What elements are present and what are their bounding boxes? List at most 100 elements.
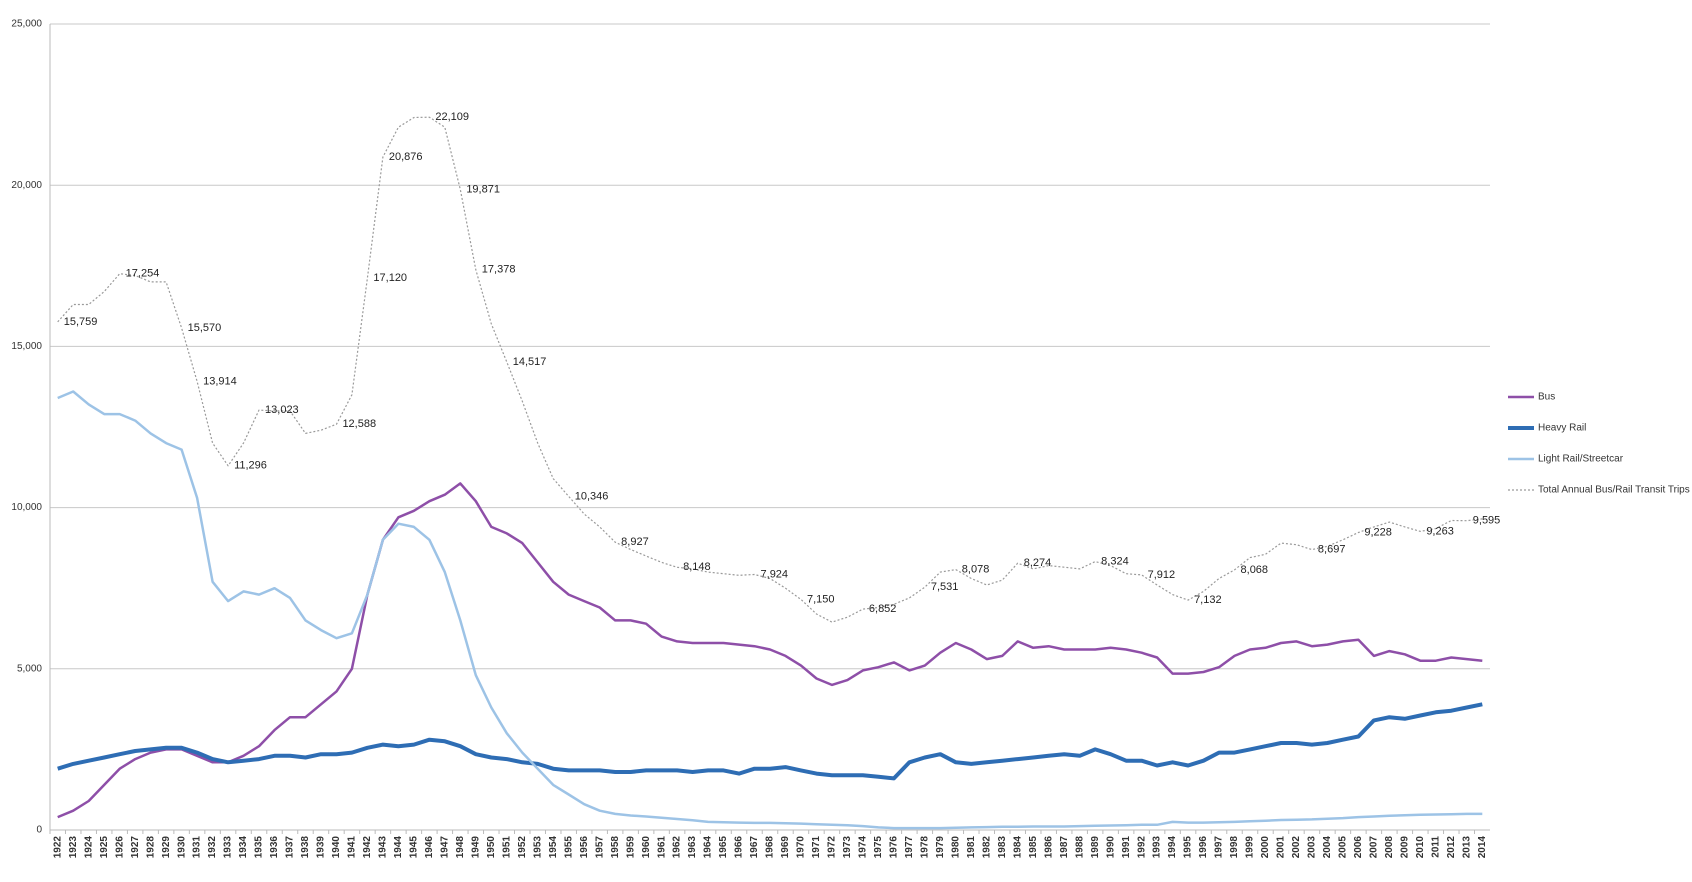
x-tick-label: 1979: [935, 836, 946, 859]
x-tick-label: 1998: [1229, 836, 1240, 859]
data-label: 6,852: [869, 603, 897, 615]
x-tick-label: 1954: [548, 836, 559, 859]
x-tick-label: 1988: [1074, 836, 1085, 859]
y-tick-label: 5,000: [17, 663, 42, 674]
x-tick-label: 2005: [1338, 836, 1349, 859]
data-label: 14,517: [513, 356, 547, 368]
x-tick-label: 1926: [114, 836, 125, 859]
x-tick-label: 2011: [1430, 836, 1441, 858]
x-tick-label: 1922: [52, 836, 63, 859]
x-tick-label: 1929: [161, 836, 172, 859]
x-tick-label: 1966: [734, 836, 745, 859]
data-label: 9,263: [1426, 525, 1454, 537]
x-tick-label: 1925: [99, 836, 110, 859]
x-tick-label: 1970: [796, 836, 807, 859]
series-line: [57, 390, 1483, 830]
x-tick-label: 1985: [1028, 836, 1039, 859]
x-tick-label: 1971: [811, 836, 822, 859]
x-tick-label: 1950: [486, 836, 497, 859]
data-label: 8,274: [1024, 557, 1052, 569]
x-tick-label: 1937: [285, 836, 296, 859]
x-tick-label: 1975: [873, 836, 884, 859]
x-tick-label: 2010: [1415, 836, 1426, 859]
x-tick-label: 1960: [641, 836, 652, 859]
y-tick-label: 0: [36, 825, 42, 836]
x-tick-label: 1984: [1012, 836, 1023, 859]
x-tick-label: 1944: [393, 836, 404, 859]
x-tick-label: 2012: [1446, 836, 1457, 859]
x-tick-label: 1931: [192, 836, 203, 859]
x-tick-label: 1995: [1183, 836, 1194, 859]
x-tick-label: 1968: [765, 836, 776, 859]
legend-label: Heavy Rail: [1538, 423, 1586, 434]
x-tick-label: 1999: [1245, 836, 1256, 859]
x-tick-label: 1958: [610, 836, 621, 859]
x-tick-label: 1942: [362, 836, 373, 859]
x-tick-label: 2002: [1291, 836, 1302, 859]
data-label: 12,588: [342, 418, 376, 430]
x-tick-label: 1946: [424, 836, 435, 859]
x-tick-label: 1969: [780, 836, 791, 859]
x-tick-label: 1967: [749, 836, 760, 859]
x-tick-label: 1961: [656, 836, 667, 859]
data-label: 22,109: [435, 111, 469, 123]
data-label: 19,871: [466, 183, 500, 195]
data-label: 8,068: [1241, 564, 1269, 576]
y-tick-label: 20,000: [11, 180, 42, 191]
data-label: 13,914: [203, 375, 237, 387]
x-tick-label: 1994: [1167, 836, 1178, 859]
x-tick-label: 1963: [687, 836, 698, 859]
x-tick-label: 1981: [966, 836, 977, 859]
legend-label: Light Rail/Streetcar: [1538, 454, 1624, 465]
data-label: 17,378: [482, 264, 516, 276]
y-tick-label: 25,000: [11, 19, 42, 30]
x-tick-label: 2008: [1384, 836, 1395, 859]
data-label: 17,254: [126, 268, 160, 280]
x-tick-label: 1964: [703, 836, 714, 859]
data-label: 7,924: [761, 568, 789, 580]
x-tick-label: 1989: [1090, 836, 1101, 859]
x-tick-label: 1992: [1136, 836, 1147, 859]
data-label: 17,120: [373, 272, 407, 284]
x-tick-label: 1928: [145, 836, 156, 859]
x-tick-label: 1956: [579, 836, 590, 859]
x-tick-label: 1936: [269, 836, 280, 859]
x-tick-label: 2009: [1399, 836, 1410, 859]
x-tick-label: 1932: [207, 836, 218, 859]
data-label: 10,346: [575, 490, 609, 502]
x-tick-label: 1947: [439, 836, 450, 859]
x-tick-label: 1987: [1059, 836, 1070, 859]
x-tick-label: 1952: [517, 836, 528, 859]
data-label: 13,023: [265, 404, 299, 416]
x-tick-label: 1982: [981, 836, 992, 859]
data-label: 8,078: [962, 563, 990, 575]
data-label: 8,927: [621, 536, 649, 548]
data-label: 7,531: [931, 581, 959, 593]
x-tick-label: 1938: [300, 836, 311, 859]
x-tick-label: 1955: [563, 836, 574, 859]
x-tick-label: 1991: [1121, 836, 1132, 859]
x-tick-label: 2007: [1369, 836, 1380, 859]
series-line: [57, 116, 1483, 623]
data-label: 9,595: [1473, 515, 1501, 527]
x-tick-label: 1978: [919, 836, 930, 859]
x-tick-label: 1927: [130, 836, 141, 859]
data-label: 20,876: [389, 151, 423, 163]
x-tick-label: 1941: [347, 836, 358, 859]
x-tick-label: 1930: [176, 836, 187, 859]
x-tick-label: 1953: [532, 836, 543, 859]
data-label: 7,132: [1194, 594, 1222, 606]
x-tick-label: 1976: [889, 836, 900, 859]
x-tick-label: 2006: [1353, 836, 1364, 859]
x-tick-label: 1948: [455, 836, 466, 859]
x-tick-label: 1923: [68, 836, 79, 859]
x-tick-label: 2000: [1260, 836, 1271, 859]
x-tick-label: 2004: [1322, 836, 1333, 859]
x-tick-label: 1986: [1043, 836, 1054, 859]
data-label: 11,296: [234, 460, 267, 472]
x-tick-label: 1959: [625, 836, 636, 859]
x-tick-label: 1939: [316, 836, 327, 859]
x-tick-label: 1990: [1105, 836, 1116, 859]
x-tick-label: 2003: [1307, 836, 1318, 859]
data-label: 8,148: [683, 561, 711, 573]
